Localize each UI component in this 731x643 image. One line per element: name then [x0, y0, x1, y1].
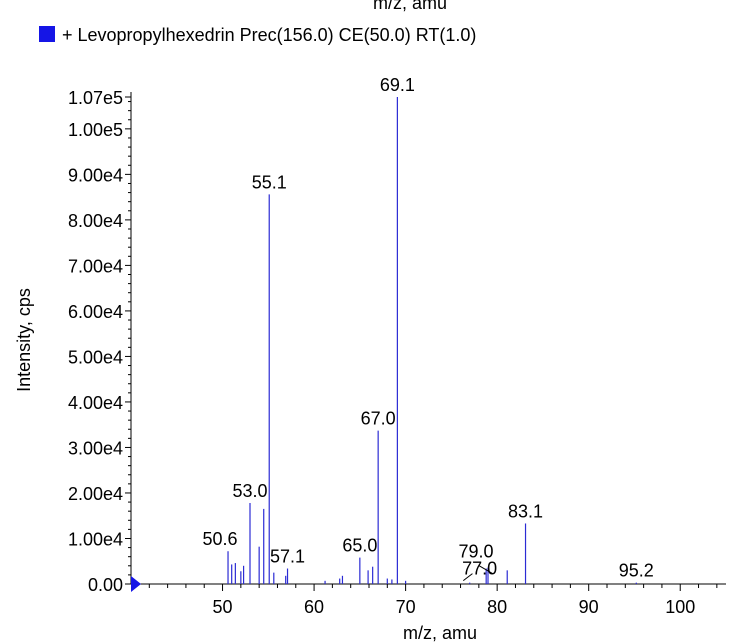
- x-tick-label: 90: [579, 597, 599, 617]
- y-tick-label: 1.00e4: [68, 529, 123, 549]
- peak-label: 65.0: [342, 536, 377, 556]
- label-leader-line: [462, 573, 473, 582]
- legend-swatch: [39, 26, 55, 42]
- x-tick-label: 60: [304, 597, 324, 617]
- peak-label: 67.0: [361, 409, 396, 429]
- y-tick-label: 5.00e4: [68, 347, 123, 367]
- peak-label: 50.6: [203, 529, 238, 549]
- x-axis-title: m/z, amu: [403, 623, 477, 643]
- x-tick-label: 100: [665, 597, 695, 617]
- y-tick-label: 0.00: [88, 575, 123, 595]
- legend-label: + Levopropylhexedrin Prec(156.0) CE(50.0…: [62, 25, 476, 45]
- peak-label: 95.2: [619, 561, 654, 581]
- peak-label: 57.1: [270, 547, 305, 567]
- x-tick-label: 80: [487, 597, 507, 617]
- label-leader-line: [478, 565, 493, 575]
- peak-label: 69.1: [380, 75, 415, 95]
- y-tick-label: 1.00e5: [68, 120, 123, 140]
- peak-label: 53.0: [232, 481, 267, 501]
- y-axis-title: Intensity, cps: [14, 288, 34, 392]
- plot-area: 0.00 1.00e4 2.00e4 3.00e4 4.00e4 5.00e4 6.00e4…: [68, 75, 726, 617]
- peak-label: 83.1: [508, 501, 543, 521]
- y-tick-label: 4.00e4: [68, 393, 123, 413]
- peak-label: 77.0: [462, 559, 497, 579]
- y-tick-label: 2.00e4: [68, 484, 123, 504]
- y-tick-label: 3.00e4: [68, 438, 123, 458]
- peak-label: 55.1: [252, 172, 287, 192]
- x-tick-label: 70: [396, 597, 416, 617]
- y-tick-label: 6.00e4: [68, 302, 123, 322]
- x-tick-label: 50: [213, 597, 233, 617]
- peak-label: 79.0: [458, 542, 493, 562]
- y-tick-label: 9.00e4: [68, 165, 123, 185]
- top-cut-label: m/z, amu: [373, 0, 447, 13]
- y-tick-label: 7.00e4: [68, 256, 123, 276]
- baseline-marker: [131, 576, 141, 592]
- y-tick-label: 1.07e5: [68, 88, 123, 108]
- y-tick-label: 8.00e4: [68, 211, 123, 231]
